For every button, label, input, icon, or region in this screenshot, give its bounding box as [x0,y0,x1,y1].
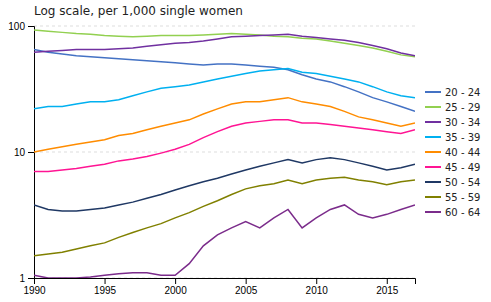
series-line [34,34,415,56]
grid-line [34,152,415,153]
x-tick-mark [316,278,317,284]
series-line [34,158,415,211]
y-tick-mark [28,26,34,27]
x-axis: 1990 1995 2000 2005 2010 2015 [23,278,415,296]
y-tick: 10 [14,147,34,158]
legend-item: 60 - 64 [425,207,480,218]
legend-item: 45 - 49 [425,162,480,173]
x-tick-label: 1990 [23,285,46,296]
legend-item: 55 - 59 [425,192,480,203]
x-axis-line [35,279,416,285]
legend-label: 60 - 64 [445,207,480,218]
series-line [34,205,415,278]
x-tick-label: 2010 [306,285,329,296]
legend-swatch [425,106,441,108]
legend-item: 35 - 39 [425,132,480,143]
y-tick: 100 [8,21,34,32]
legend-swatch [425,151,441,153]
title: Log scale, per 1,000 single women [34,4,243,18]
series-line [34,177,415,256]
legend: 20 - 24 25 - 29 30 - 34 35 - 39 40 - 44 45 - … [425,87,480,218]
lines [34,30,415,278]
grid [34,26,415,278]
series-line [34,50,415,112]
legend-label: 50 - 54 [445,177,480,188]
y-tick: 1 [19,273,34,284]
legend-label: 30 - 34 [445,117,480,128]
x-tick-label: 1995 [94,285,117,296]
legend-swatch [425,121,441,123]
legend-item: 25 - 29 [425,102,480,113]
legend-swatch [425,91,441,93]
series-line [34,68,415,108]
legend-swatch [425,196,441,198]
series-line [34,30,415,57]
x-tick: 1995 [94,278,117,296]
x-tick-label: 2005 [235,285,258,296]
legend-item: 20 - 24 [425,87,480,98]
x-tick-label: 2000 [164,285,187,296]
legend-swatch [425,136,441,138]
legend-item: 40 - 44 [425,147,480,158]
x-tick-mark [387,278,388,284]
y-tick-label: 1 [19,273,25,284]
x-tick: 1990 [23,278,46,296]
legend-swatch [425,181,441,183]
chart: 1990 1995 2000 2005 2010 2015 1 10 100 Log scale,… [0,0,491,302]
grid-line [34,26,415,27]
series-line [34,98,415,152]
legend-label: 25 - 29 [445,102,480,113]
y-tick-label: 100 [8,21,25,32]
y-tick-mark [28,278,34,279]
legend-swatch [425,211,441,213]
x-tick-mark [246,278,247,284]
x-tick-label: 2015 [376,285,399,296]
series-line [34,120,415,172]
y-tick-label: 10 [14,147,26,158]
y-tick-mark [28,152,34,153]
legend-item: 50 - 54 [425,177,480,188]
legend-label: 55 - 59 [445,192,480,203]
legend-label: 40 - 44 [445,147,480,158]
y-axis-line [28,27,35,279]
x-tick-mark [105,278,106,284]
y-axis: 1 10 100 [8,21,34,284]
legend-label: 20 - 24 [445,87,480,98]
legend-label: 45 - 49 [445,162,480,173]
legend-item: 30 - 34 [425,117,480,128]
x-tick: 2000 [164,278,187,296]
x-tick: 2015 [376,278,399,296]
plot: 1990 1995 2000 2005 2010 2015 1 10 100 [8,21,415,296]
x-tick-mark [175,278,176,284]
x-tick: 2010 [306,278,329,296]
x-tick: 2005 [235,278,258,296]
legend-label: 35 - 39 [445,132,480,143]
legend-swatch [425,166,441,168]
